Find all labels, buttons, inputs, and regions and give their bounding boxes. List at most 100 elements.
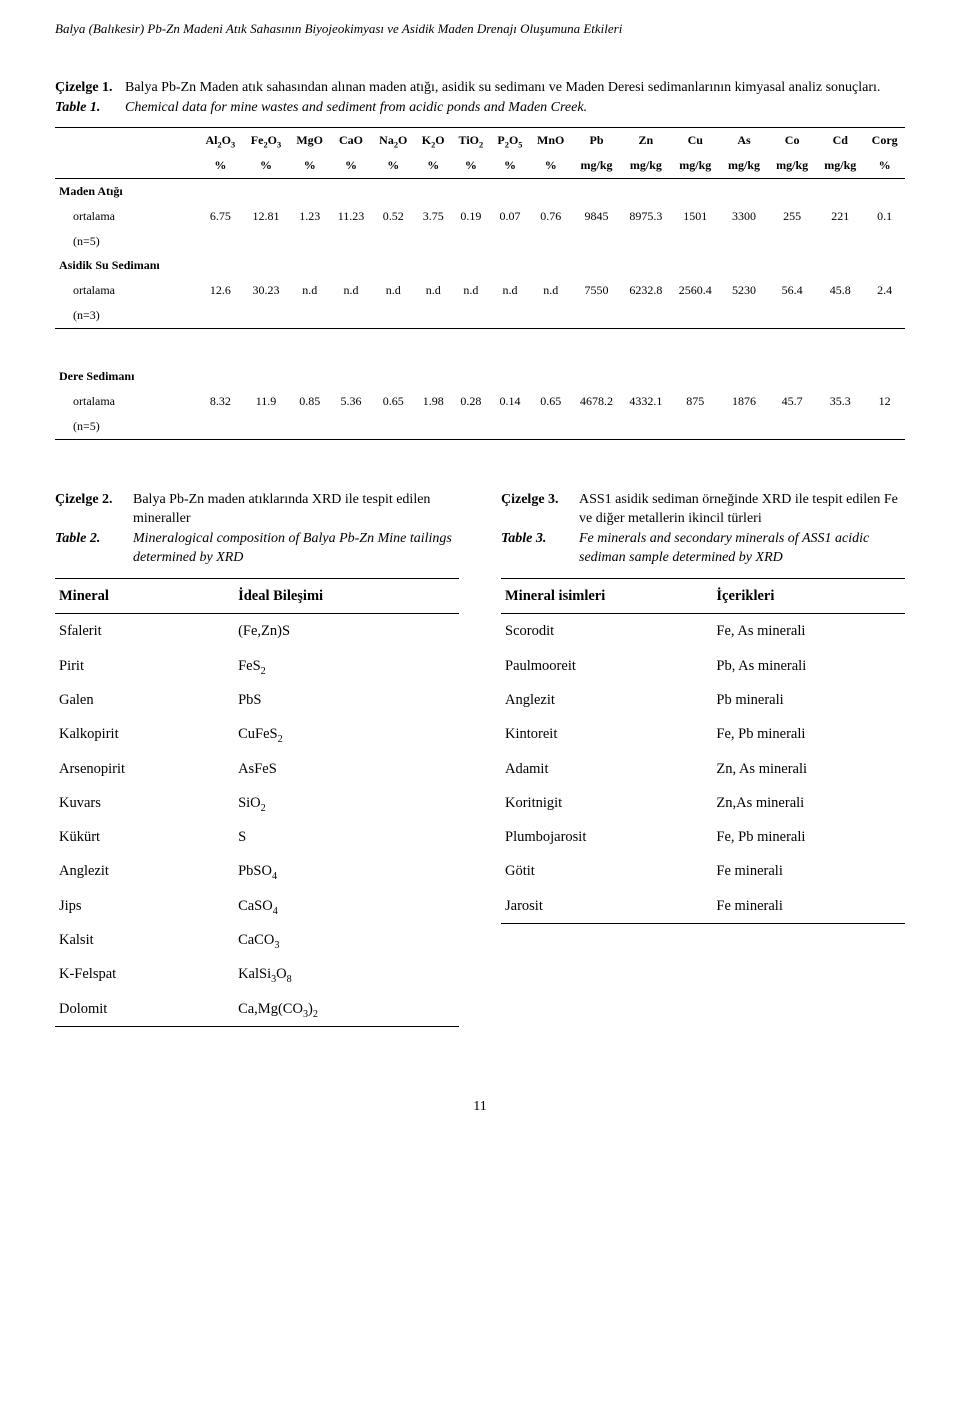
table-cell: 3300 — [720, 204, 768, 229]
table-cell: 56.4 — [768, 278, 816, 303]
table1-col-unit: mg/kg — [816, 153, 864, 178]
table1-col-header: Na2O — [372, 128, 415, 153]
table1-col-header: Zn — [621, 128, 670, 153]
section-title: Dere Sedimanı — [55, 364, 198, 389]
table1-col-header: Co — [768, 128, 816, 153]
table-cell: 1.98 — [415, 389, 452, 414]
table-cell: 0.14 — [490, 389, 529, 414]
table-cell: 11.9 — [243, 389, 289, 414]
table1-col-header: TiO2 — [451, 128, 490, 153]
table-row: AnglezitPbSO4 — [55, 854, 459, 888]
table-cell: 45.8 — [816, 278, 864, 303]
table1-col-unit: % — [198, 153, 243, 178]
table-cell: 1876 — [720, 389, 768, 414]
table-row: KintoreitFe, Pb minerali — [501, 717, 905, 751]
table-cell: S — [234, 820, 459, 854]
running-header: Balya (Balıkesir) Pb-Zn Madeni Atık Saha… — [55, 20, 905, 38]
table-cell: n.d — [490, 278, 529, 303]
table-cell: 0.19 — [451, 204, 490, 229]
table-cell: AsFeS — [234, 752, 459, 786]
table-cell: CaSO4 — [234, 889, 459, 923]
table-row: Sfalerit(Fe,Zn)S — [55, 614, 459, 649]
table-cell: 6232.8 — [621, 278, 670, 303]
table-cell: n.d — [372, 278, 415, 303]
table-cell: 1501 — [671, 204, 720, 229]
table-cell: 255 — [768, 204, 816, 229]
table-cell: 9845 — [572, 204, 621, 229]
table-row: GalenPbS — [55, 683, 459, 717]
table-cell: CuFeS2 — [234, 717, 459, 751]
table-cell: 6.75 — [198, 204, 243, 229]
table-cell: Pirit — [55, 649, 234, 683]
table-cell: 0.1 — [864, 204, 905, 229]
table-cell: 5.36 — [330, 389, 371, 414]
table-row: AdamitZn, As minerali — [501, 752, 905, 786]
table-cell: FeS2 — [234, 649, 459, 683]
table3-caption-label-tr: Çizelge 3. — [501, 490, 571, 510]
table-cell: 11.23 — [330, 204, 371, 229]
table3: Mineral isimleriİçerikleri ScoroditFe, A… — [501, 578, 905, 924]
table-row: (n=5) — [55, 414, 905, 439]
table-row: (n=5) — [55, 229, 905, 254]
table-cell: Plumbojarosit — [501, 820, 712, 854]
table1-col-unit: % — [243, 153, 289, 178]
table1-col-header: Pb — [572, 128, 621, 153]
table1-col-unit: % — [372, 153, 415, 178]
table-cell: Koritnigit — [501, 786, 712, 820]
table1-col-unit: mg/kg — [671, 153, 720, 178]
table-cell: 8.32 — [198, 389, 243, 414]
table1-units-row: %%%%%%%%%mg/kgmg/kgmg/kgmg/kgmg/kgmg/kg% — [55, 153, 905, 178]
table1-body-upper: Maden Atığıortalama6.7512.811.2311.230.5… — [55, 178, 905, 328]
table-row: ortalama6.7512.811.2311.230.523.750.190.… — [55, 204, 905, 229]
table-cell: KalSi3O8 — [234, 957, 459, 991]
table1-col-unit: % — [330, 153, 371, 178]
table1-col-unit: % — [451, 153, 490, 178]
table-cell: Fe, Pb minerali — [712, 820, 905, 854]
table1-col-unit: % — [530, 153, 572, 178]
table2-body: Sfalerit(Fe,Zn)SPiritFeS2GalenPbSKalkopi… — [55, 614, 459, 1027]
table3-col-header: İçerikleri — [712, 579, 905, 614]
table-row: ScoroditFe, As minerali — [501, 614, 905, 649]
table-cell: n.d — [451, 278, 490, 303]
table3-caption: Çizelge 3. ASS1 asidik sediman örneğinde… — [501, 490, 905, 568]
table-cell: PbSO4 — [234, 854, 459, 888]
table-cell: CaCO3 — [234, 923, 459, 957]
table-cell: 2.4 — [864, 278, 905, 303]
table-cell: Scorodit — [501, 614, 712, 649]
table-row: KükürtS — [55, 820, 459, 854]
table1-col-header: K2O — [415, 128, 452, 153]
table-row: KalkopiritCuFeS2 — [55, 717, 459, 751]
table1-caption-text-tr: Balya Pb-Zn Maden atık sahasından alınan… — [125, 78, 905, 98]
page-number: 11 — [55, 1097, 905, 1117]
table1-col-unit: mg/kg — [621, 153, 670, 178]
row-label: (n=3) — [55, 303, 198, 328]
table2-col-header: Mineral — [55, 579, 234, 614]
table1-col-header: MnO — [530, 128, 572, 153]
table-cell: 5230 — [720, 278, 768, 303]
table3-caption-text-tr: ASS1 asidik sediman örneğinde XRD ile te… — [579, 490, 905, 529]
table-row: JipsCaSO4 — [55, 889, 459, 923]
table1-col-header: MgO — [289, 128, 330, 153]
right-column: Çizelge 3. ASS1 asidik sediman örneğinde… — [501, 490, 905, 1027]
table1: Al2O3Fe2O3MgOCaONa2OK2OTiO2P2O5MnOPbZnCu… — [55, 127, 905, 439]
table1-col-header: As — [720, 128, 768, 153]
table-row: GötitFe minerali — [501, 854, 905, 888]
table-cell: SiO2 — [234, 786, 459, 820]
table-cell: 1.23 — [289, 204, 330, 229]
table-cell: Jips — [55, 889, 234, 923]
table-cell: 35.3 — [816, 389, 864, 414]
row-label: ortalama — [55, 389, 198, 414]
table-cell: 3.75 — [415, 204, 452, 229]
table-row: Maden Atığı — [55, 178, 905, 203]
table2-header-row: Mineralİdeal Bileşimi — [55, 579, 459, 614]
table1-col-header: Cu — [671, 128, 720, 153]
row-label: (n=5) — [55, 414, 198, 439]
table-cell: 2560.4 — [671, 278, 720, 303]
table-cell: 12.81 — [243, 204, 289, 229]
table-cell: 0.76 — [530, 204, 572, 229]
table-cell: 4332.1 — [621, 389, 670, 414]
table-row: KalsitCaCO3 — [55, 923, 459, 957]
table-cell: n.d — [530, 278, 572, 303]
table3-caption-label-en: Table 3. — [501, 529, 571, 549]
table1-col-unit: mg/kg — [720, 153, 768, 178]
